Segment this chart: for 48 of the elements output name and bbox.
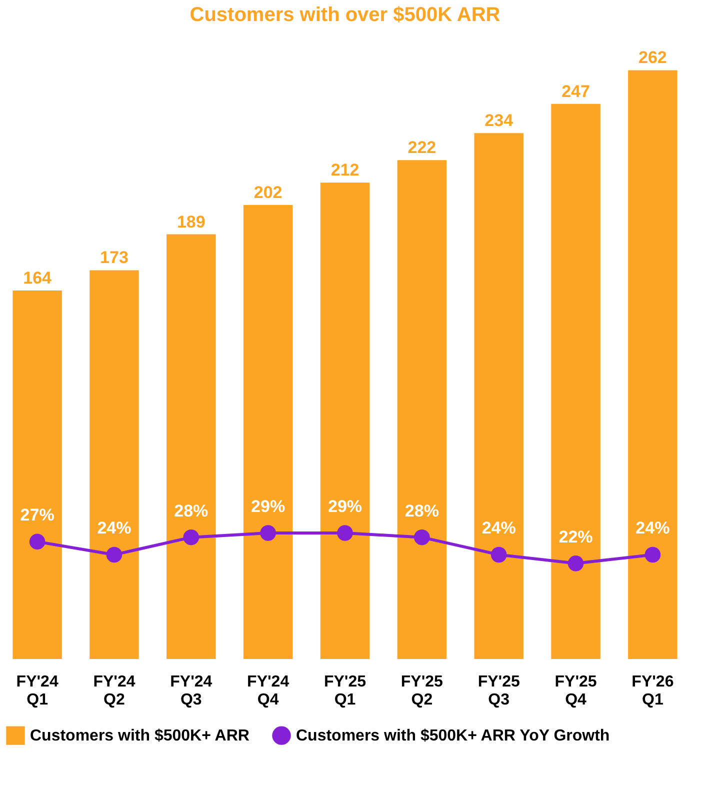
- bar: [166, 234, 216, 659]
- data-label: 24%: [636, 518, 670, 538]
- legend-label: Customers with $500K+ ARR YoY Growth: [296, 728, 610, 745]
- point: [106, 546, 122, 563]
- data-label: 28%: [404, 501, 439, 520]
- x-tick-label: FY'24 Q3: [170, 674, 212, 708]
- chart-title: Customers with over $500K ARR: [190, 4, 501, 26]
- data-label: 24%: [97, 518, 132, 538]
- point: [644, 546, 661, 563]
- bar: [397, 160, 447, 659]
- bar: [243, 205, 293, 659]
- data-label: 212: [330, 160, 360, 180]
- x-tick-label: FY'25 Q2: [400, 674, 444, 708]
- x-tick-label: FY'26 Q1: [632, 674, 674, 708]
- point: [260, 525, 276, 541]
- x-tick-label: FY'24 Q4: [247, 674, 290, 708]
- data-label: 202: [254, 183, 282, 202]
- x-tick-label: FY'25 Q4: [554, 674, 597, 708]
- data-label: 262: [638, 48, 667, 68]
- data-label: 164: [23, 268, 52, 288]
- data-label: 189: [176, 212, 206, 232]
- data-label: 173: [100, 248, 128, 268]
- data-label: 28%: [174, 501, 208, 520]
- bar: [474, 133, 524, 659]
- x-tick-label: FY'25 Q1: [324, 674, 366, 708]
- data-label: 29%: [251, 497, 286, 516]
- data-label: 22%: [558, 527, 593, 546]
- data-label: 29%: [328, 497, 362, 516]
- bar: [628, 70, 678, 659]
- point: [29, 534, 46, 550]
- data-label: 247: [562, 82, 590, 101]
- data-label: 24%: [482, 518, 516, 538]
- point: [337, 525, 353, 541]
- point: [183, 529, 200, 546]
- bar: [551, 104, 600, 659]
- point: [490, 546, 507, 563]
- x-tick-label: FY'24 Q1: [16, 674, 58, 708]
- x-tick-label: FY'24 Q2: [93, 674, 136, 708]
- legend-label: Customers with $500K+ ARR: [30, 728, 250, 745]
- point: [414, 529, 430, 546]
- data-label: 234: [484, 111, 514, 130]
- bar: [90, 270, 139, 659]
- data-label: 27%: [20, 506, 54, 525]
- point: [568, 556, 584, 572]
- data-label: 222: [408, 138, 436, 158]
- x-tick-label: FY'25 Q3: [478, 674, 520, 708]
- bar: [12, 290, 62, 659]
- bar: [320, 182, 370, 659]
